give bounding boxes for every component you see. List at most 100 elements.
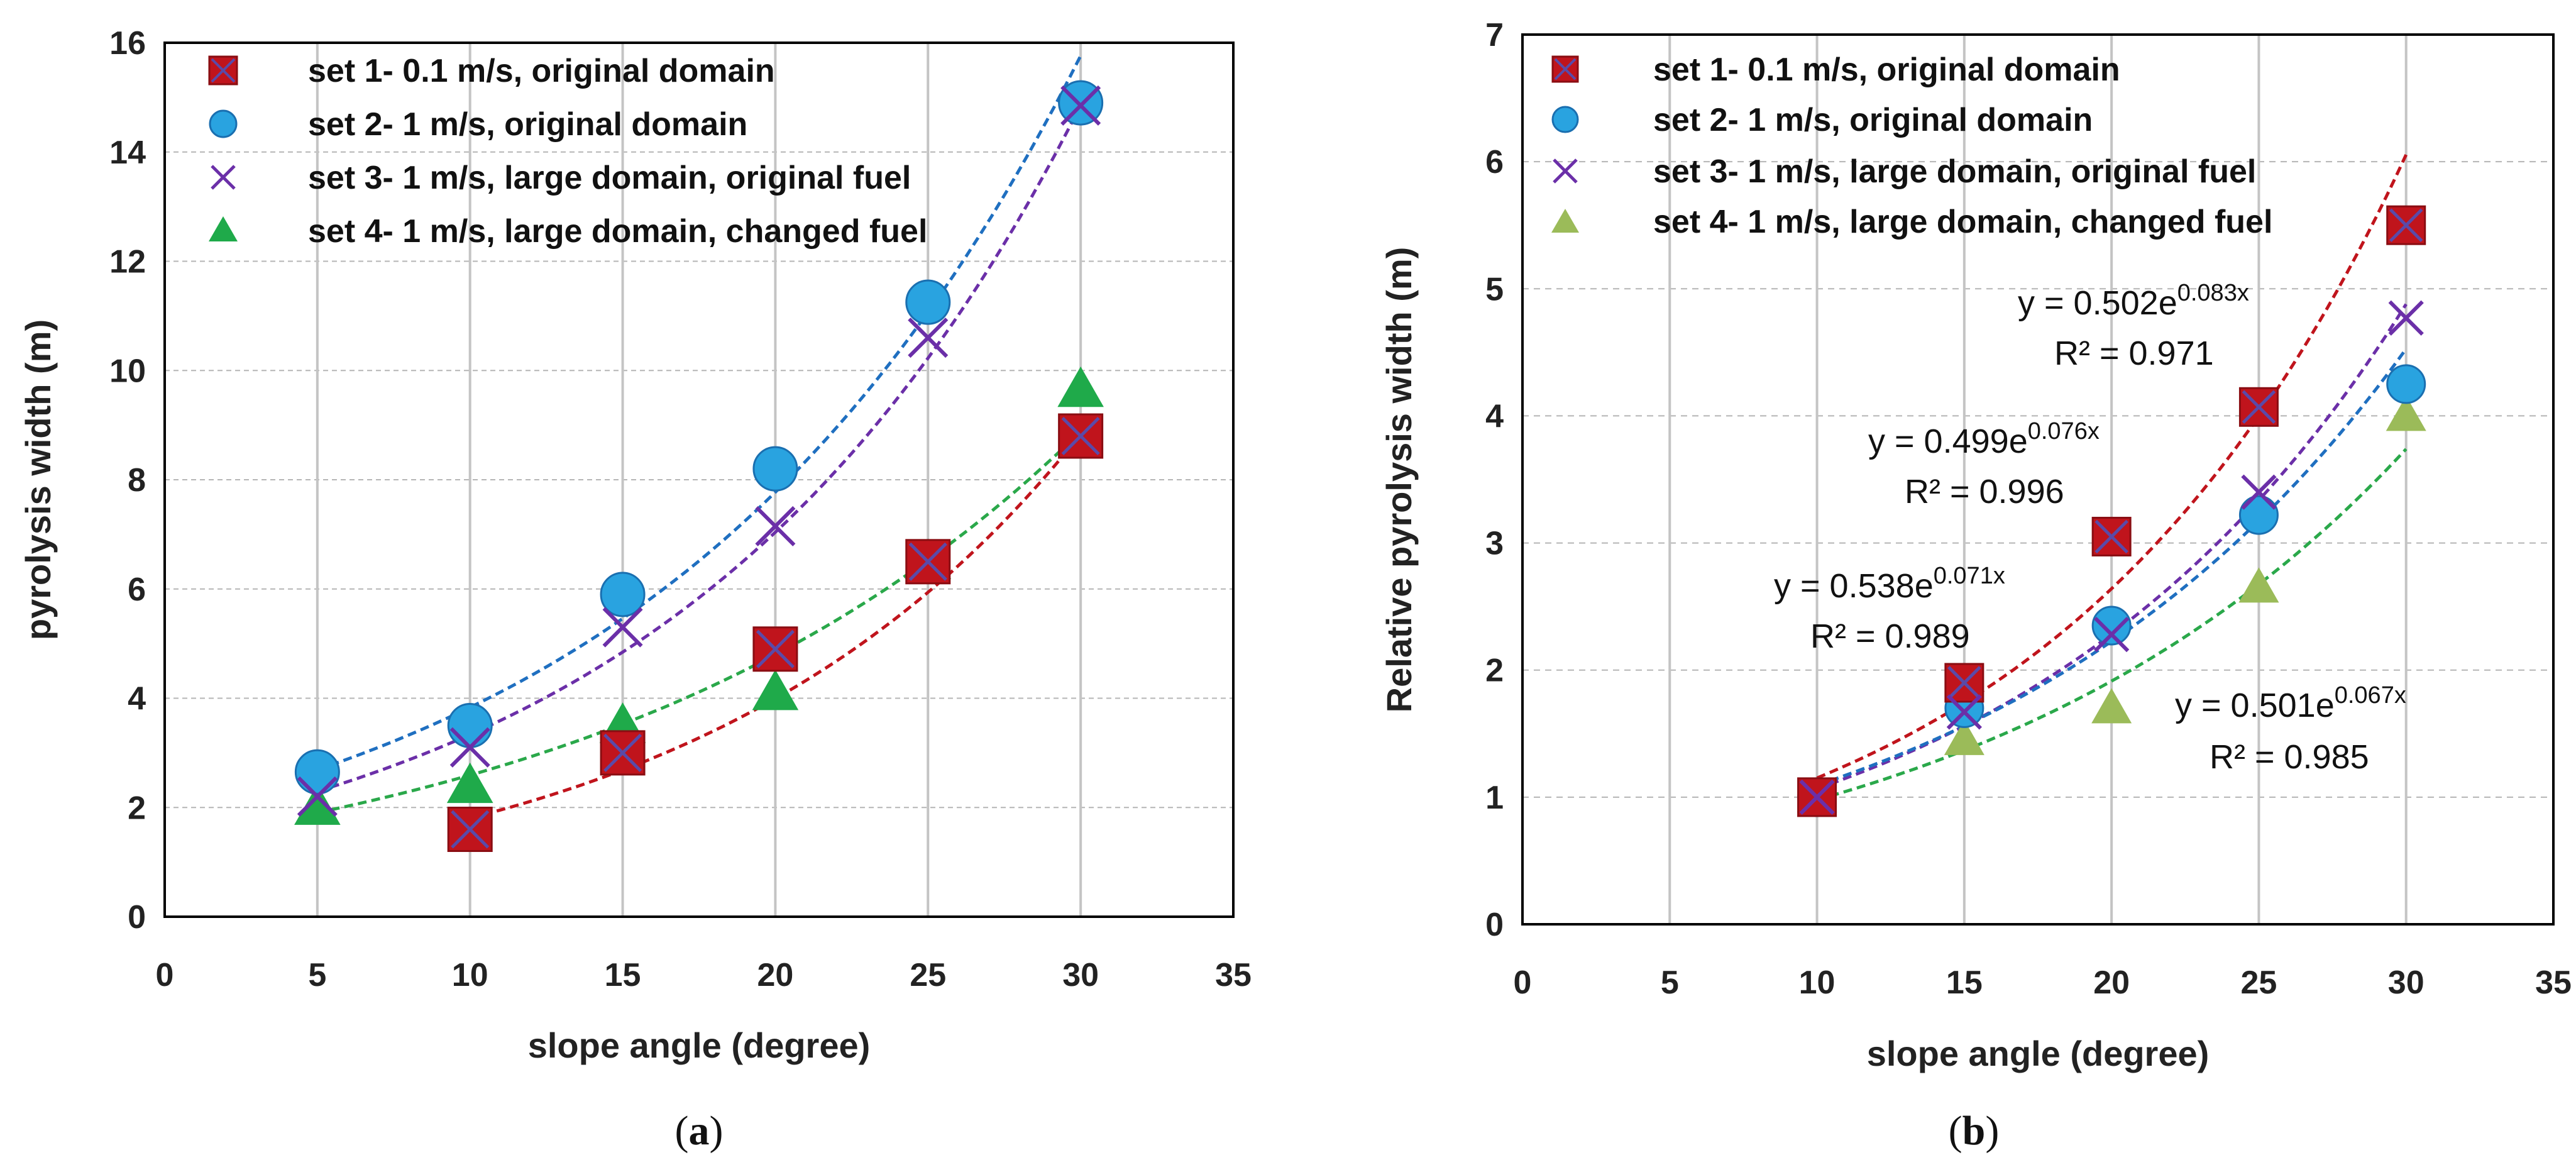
legend-b: set 1- 0.1 m/s, original domain set 2- 1… bbox=[1551, 52, 2272, 240]
point-b-set1-3-cross bbox=[2242, 390, 2276, 424]
series-a-set2 bbox=[294, 80, 1104, 795]
x-tick-label-b-4: 20 bbox=[2093, 965, 2130, 1001]
legend-a-label-set3: set 3- 1 m/s, large domain, original fue… bbox=[308, 160, 911, 196]
point-b-set3-3 bbox=[2241, 474, 2277, 510]
panel-label-a-letter: a bbox=[689, 1108, 710, 1154]
point-a-set4-1 bbox=[446, 762, 493, 804]
x-tick-label-b-6: 30 bbox=[2388, 965, 2425, 1001]
point-b-set4-3 bbox=[2238, 567, 2279, 603]
x-tick-label-a-1: 5 bbox=[308, 957, 326, 993]
y-tick-label-a-3: 6 bbox=[128, 572, 146, 608]
y-tick-label-b-0: 0 bbox=[1485, 907, 1504, 943]
trendline-a-set4 bbox=[317, 430, 1082, 814]
r2-set2-b: R² = 0.989 bbox=[1810, 617, 1970, 655]
point-a-set1-2-cross bbox=[756, 629, 795, 668]
point-a-set2-3 bbox=[752, 446, 798, 492]
point-a-set2-0 bbox=[294, 749, 340, 795]
r2-set1-b: R² = 0.971 bbox=[2054, 334, 2214, 372]
x-tick-label-a-0: 0 bbox=[156, 957, 174, 993]
point-b-set3-0 bbox=[1799, 779, 1835, 815]
y-tick-label-a-0: 0 bbox=[128, 899, 146, 936]
legend-a: set 1- 0.1 m/s, original domain set 2- 1… bbox=[208, 53, 927, 250]
x-tick-label-b-3: 15 bbox=[1946, 965, 1983, 1001]
y-tick-label-a-2: 4 bbox=[128, 681, 146, 717]
y-axis-title-a: pyrolysis width (m) bbox=[18, 319, 58, 640]
point-a-set2-2 bbox=[600, 572, 646, 617]
point-b-set2-2 bbox=[2091, 605, 2132, 646]
legend-b-label-set4: set 4- 1 m/s, large domain, changed fuel bbox=[1653, 204, 2272, 240]
point-b-set3-2 bbox=[2094, 616, 2130, 653]
y-tick-label-a-8: 16 bbox=[109, 25, 146, 62]
point-a-set3-1 bbox=[449, 727, 490, 768]
r2-set4-b: R² = 0.985 bbox=[2210, 738, 2369, 776]
equation-set4-b-exp: 0.067x bbox=[2335, 682, 2406, 709]
trendline-b-set4 bbox=[1816, 448, 2408, 802]
x-axis-title-a: slope angle (degree) bbox=[528, 1026, 871, 1065]
x-tick-label-b-1: 5 bbox=[1661, 965, 1679, 1001]
legend-b-marker-set1 bbox=[1551, 55, 1579, 83]
x-tick-label-a-6: 30 bbox=[1062, 957, 1099, 993]
point-b-set4-2 bbox=[2091, 688, 2132, 724]
y-tick-label-b-5: 5 bbox=[1485, 271, 1504, 307]
legend-b-label-set1: set 1- 0.1 m/s, original domain bbox=[1653, 52, 2120, 88]
x-tick-label-b-5: 25 bbox=[2241, 965, 2277, 1001]
legend-b-marker-set3 bbox=[1553, 158, 1578, 184]
point-a-set2-5 bbox=[1058, 80, 1104, 126]
point-a-set4-5 bbox=[1057, 366, 1104, 407]
y-axis-title-b: Relative pyrolysis width (m) bbox=[1379, 247, 1419, 713]
y-tick-label-b-3: 3 bbox=[1485, 526, 1504, 562]
point-b-set1-2-cross bbox=[2094, 519, 2128, 554]
x-tick-label-a-7: 35 bbox=[1215, 957, 1252, 993]
legend-a-label-set1: set 1- 0.1 m/s, original domain bbox=[308, 53, 775, 89]
series-b-set1 bbox=[1797, 205, 2426, 817]
point-a-set3-4 bbox=[908, 318, 949, 358]
point-b-set1-4-cross bbox=[2389, 208, 2423, 242]
point-a-set2-4 bbox=[905, 279, 951, 325]
x-axis-title-b: slope angle (degree) bbox=[1867, 1034, 2210, 1073]
plot-area-b bbox=[1521, 33, 2555, 926]
plot-area-a bbox=[163, 41, 1235, 918]
y-tick-label-a-7: 14 bbox=[109, 135, 146, 171]
point-a-set2-1 bbox=[447, 702, 493, 748]
equation-set4-b-coef: 0.501 bbox=[2231, 687, 2316, 724]
series-a-set3 bbox=[297, 85, 1101, 817]
equation-set1-b-coef: 0.502 bbox=[2074, 284, 2159, 322]
panel-label-a-close: ) bbox=[710, 1108, 724, 1154]
trendline-b-set2 bbox=[1816, 348, 2408, 787]
point-b-set1-1-cross bbox=[1947, 666, 1981, 700]
point-a-set3-5 bbox=[1060, 85, 1101, 126]
x-tick-label-b-7: 35 bbox=[2535, 965, 2572, 1001]
point-a-set1-1-cross bbox=[603, 733, 642, 772]
equation-set2-b-coef: 0.538 bbox=[1830, 567, 1915, 605]
panel-label-b: (b) bbox=[1949, 1108, 2000, 1154]
point-a-set1-0-cross bbox=[451, 810, 490, 849]
x-tick-label-b-2: 10 bbox=[1799, 965, 1836, 1001]
point-b-set2-3 bbox=[2238, 495, 2279, 535]
chart-panel-b: slope angle (degree) Relative pyrolysis … bbox=[1379, 17, 2572, 1154]
equation-set2-b-exp: 0.071x bbox=[1934, 563, 2005, 589]
series-b-set3 bbox=[1799, 300, 2424, 815]
chart-panel-a: slope angle (degree) pyrolysis width (m)… bbox=[18, 25, 1252, 1154]
point-a-set3-2 bbox=[602, 607, 643, 648]
point-b-set4-4 bbox=[2386, 395, 2426, 431]
r2-set3-b: R² = 0.996 bbox=[1905, 473, 2064, 511]
y-tick-label-b-7: 7 bbox=[1485, 17, 1504, 53]
point-a-set4-0 bbox=[294, 784, 341, 825]
trendline-a-set1 bbox=[470, 433, 1082, 820]
trendline-a-set3 bbox=[317, 104, 1082, 793]
legend-b-label-set2: set 2- 1 m/s, original domain bbox=[1653, 102, 2093, 138]
y-tick-label-a-1: 2 bbox=[128, 790, 146, 826]
x-tick-label-a-2: 10 bbox=[452, 957, 488, 993]
y-tick-label-a-5: 10 bbox=[109, 353, 146, 389]
x-tick-label-a-4: 20 bbox=[757, 957, 794, 993]
point-b-set3-1 bbox=[1946, 694, 1982, 730]
trendlines-a bbox=[317, 55, 1082, 820]
point-b-set4-1 bbox=[1944, 719, 1984, 755]
legend-b-marker-set1-cross bbox=[1554, 58, 1577, 80]
equation-set3-b-coef: 0.499 bbox=[1924, 423, 2009, 460]
equation-set1-b-exp: 0.083x bbox=[2177, 280, 2249, 306]
legend-a-marker-set4 bbox=[209, 216, 238, 241]
panel-label-b-open: ( bbox=[1949, 1108, 1962, 1154]
equation-set2-b: y = 0.538e0.071x bbox=[1774, 563, 2005, 605]
